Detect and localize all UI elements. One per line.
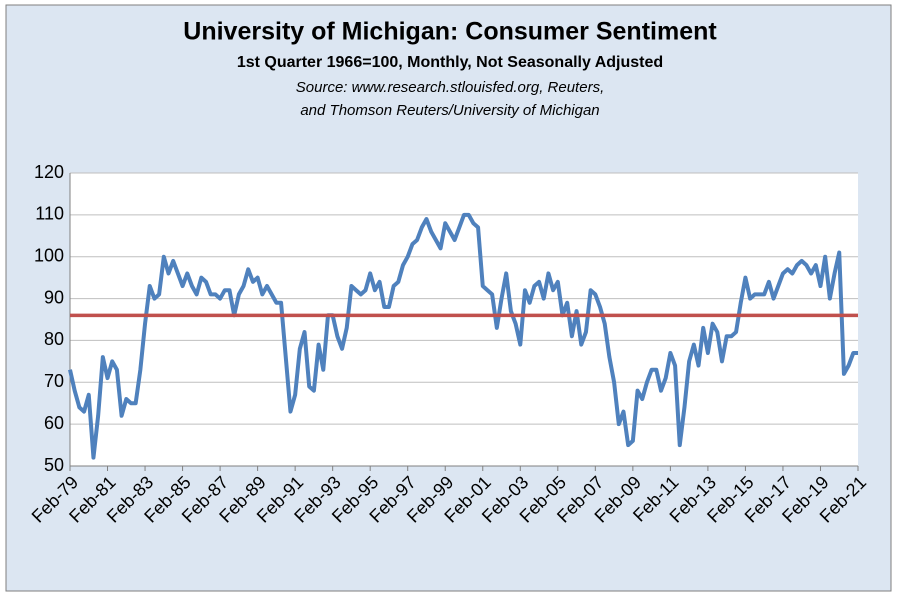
y-tick-label: 100 [34,245,64,265]
y-tick-label: 110 [35,204,64,224]
y-tick-label: 60 [44,413,64,433]
y-tick-label: 90 [44,287,64,307]
y-tick-label: 120 [34,162,64,182]
y-tick-label: 80 [44,329,64,349]
source-line: and Thomson Reuters/University of Michig… [300,102,599,119]
source-line: Source: www.research.stlouisfed.org, Reu… [296,79,604,96]
y-tick-label: 50 [44,455,64,475]
chart-subtitle: 1st Quarter 1966=100, Monthly, Not Seaso… [237,54,663,71]
y-tick-label: 70 [44,371,64,391]
data-line [68,212,858,460]
plot-area [70,173,858,466]
chart-title: University of Michigan: Consumer Sentime… [183,18,717,46]
